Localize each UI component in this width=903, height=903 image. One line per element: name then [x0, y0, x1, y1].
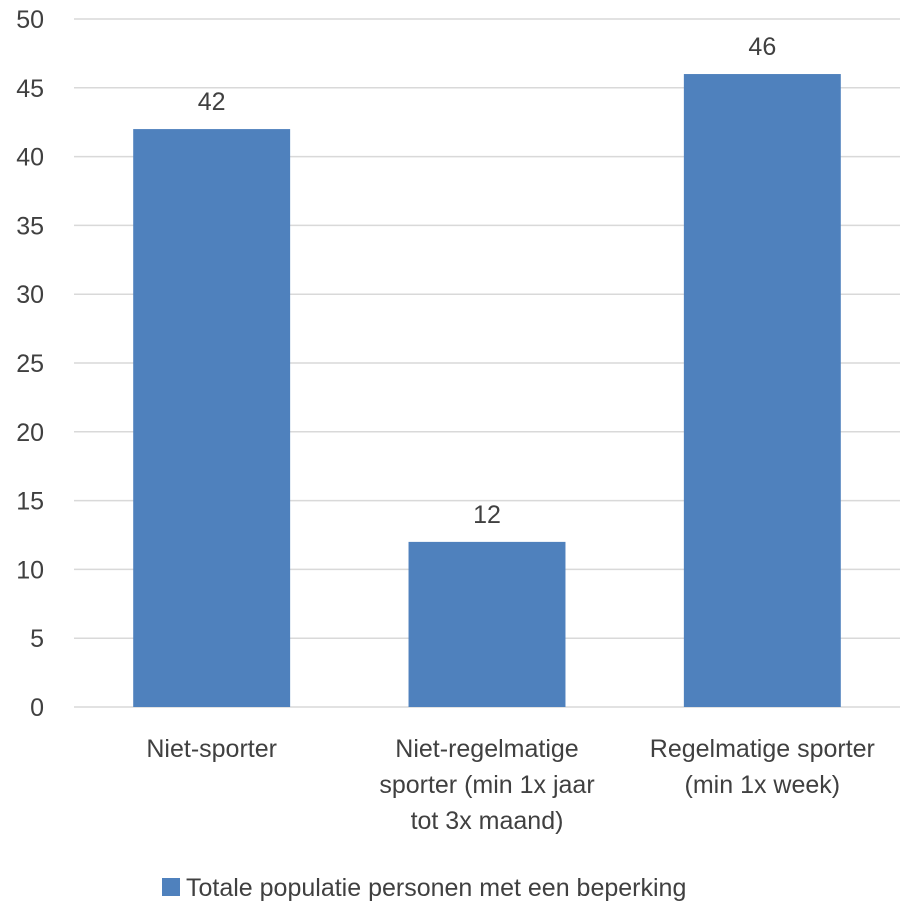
y-tick-label-25: 25	[16, 350, 44, 378]
bar-3	[683, 74, 841, 708]
legend-label: Totale populatie personen met een beperk…	[186, 874, 686, 902]
data-label-1: 42	[198, 88, 226, 116]
category-label-1: Niet-sporter	[146, 735, 277, 763]
y-tick-label-35: 35	[16, 212, 44, 240]
y-tick-label-0: 0	[30, 694, 44, 722]
y-tick-label-45: 45	[16, 75, 44, 103]
y-tick-label-50: 50	[16, 6, 44, 34]
category-label-3: Regelmatige sporter (min 1x week)	[650, 735, 875, 799]
category-labels: Niet-sporter Niet-regelmatige sporter (min…	[146, 735, 875, 835]
y-tick-label-20: 20	[16, 419, 44, 447]
y-axis-tick-labels: 0 5 10 15 20 25 30 35 40 45 50	[16, 6, 44, 722]
y-tick-label-15: 15	[16, 488, 44, 516]
bar-1	[133, 129, 291, 707]
y-tick-label-30: 30	[16, 281, 44, 309]
legend: Totale populatie personen met een beperk…	[162, 874, 686, 902]
bars	[133, 74, 841, 708]
data-label-2: 12	[473, 501, 501, 529]
data-label-3: 46	[748, 33, 776, 61]
y-tick-label-5: 5	[30, 625, 44, 653]
y-tick-label-10: 10	[16, 556, 44, 584]
bar-2	[408, 541, 566, 707]
data-labels: 42 12 46	[198, 33, 776, 529]
legend-swatch	[162, 878, 180, 896]
y-tick-label-40: 40	[16, 144, 44, 172]
category-label-2: Niet-regelmatige sporter (min 1x jaar tot …	[379, 735, 594, 835]
